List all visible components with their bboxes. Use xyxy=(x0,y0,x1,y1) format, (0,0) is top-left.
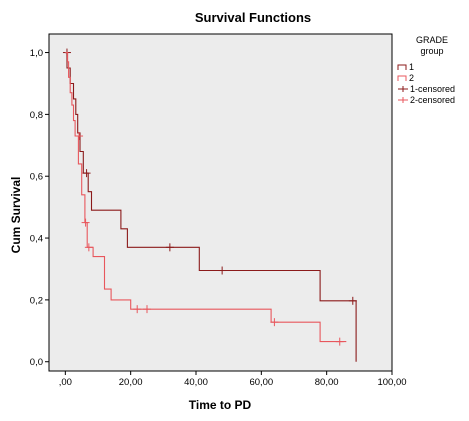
survival-curve-2 xyxy=(65,52,347,343)
y-tick-label: 0,2 xyxy=(30,295,43,306)
legend-title-line1: GRADE xyxy=(416,35,448,45)
legend-swatch-1-censored xyxy=(398,86,408,92)
censor-mark-2 xyxy=(335,337,344,346)
x-tick-label: 20,00 xyxy=(119,377,143,388)
legend-swatch-1 xyxy=(397,64,407,70)
censor-mark-1 xyxy=(348,296,357,305)
legend-swatch-2-censored xyxy=(398,97,408,103)
legend-label-1-censored: 1-censored xyxy=(410,84,455,94)
censor-mark-1 xyxy=(82,169,91,178)
x-tick-label: 80,00 xyxy=(315,377,339,388)
legend-label-2-censored: 2-censored xyxy=(410,95,455,105)
legend-label-2: 2 xyxy=(409,73,414,83)
y-tick-label: 0,8 xyxy=(30,110,43,121)
censor-mark-2 xyxy=(75,132,84,141)
x-axis-ticks: ,00 20,00 40,00 60,00 80,00 100,00 xyxy=(59,371,407,388)
y-tick-label: 0,6 xyxy=(30,172,43,183)
x-tick-label: 60,00 xyxy=(249,377,273,388)
x-tick-label: 100,00 xyxy=(377,377,406,388)
plot-area xyxy=(48,33,393,372)
censor-mark-2 xyxy=(270,318,279,327)
censor-mark-2 xyxy=(133,305,142,314)
y-axis-ticks: 0,0 0,2 0,4 0,6 0,8 1,0 xyxy=(30,48,49,368)
censor-mark-2 xyxy=(81,218,90,227)
x-axis-title: Time to PD xyxy=(189,398,252,412)
censor-mark-1 xyxy=(218,266,227,275)
legend-swatch-2 xyxy=(397,75,407,81)
y-axis-title: Cum Survival xyxy=(9,177,23,254)
legend-label-1: 1 xyxy=(409,62,414,72)
censor-mark-1 xyxy=(165,243,174,252)
y-tick-label: 1,0 xyxy=(30,48,43,59)
x-tick-label: 40,00 xyxy=(184,377,208,388)
series-layer xyxy=(62,48,357,362)
chart-title: Survival Functions xyxy=(195,10,311,25)
censor-mark-2 xyxy=(143,305,151,314)
legend-title-line2: group xyxy=(420,46,443,56)
x-tick-label: ,00 xyxy=(59,377,72,388)
legend: GRADE group 1 2 1-censored 2-censored xyxy=(397,35,455,105)
censor-mark-2 xyxy=(84,243,93,252)
y-tick-label: 0,4 xyxy=(30,234,43,245)
y-tick-label: 0,0 xyxy=(30,357,43,368)
